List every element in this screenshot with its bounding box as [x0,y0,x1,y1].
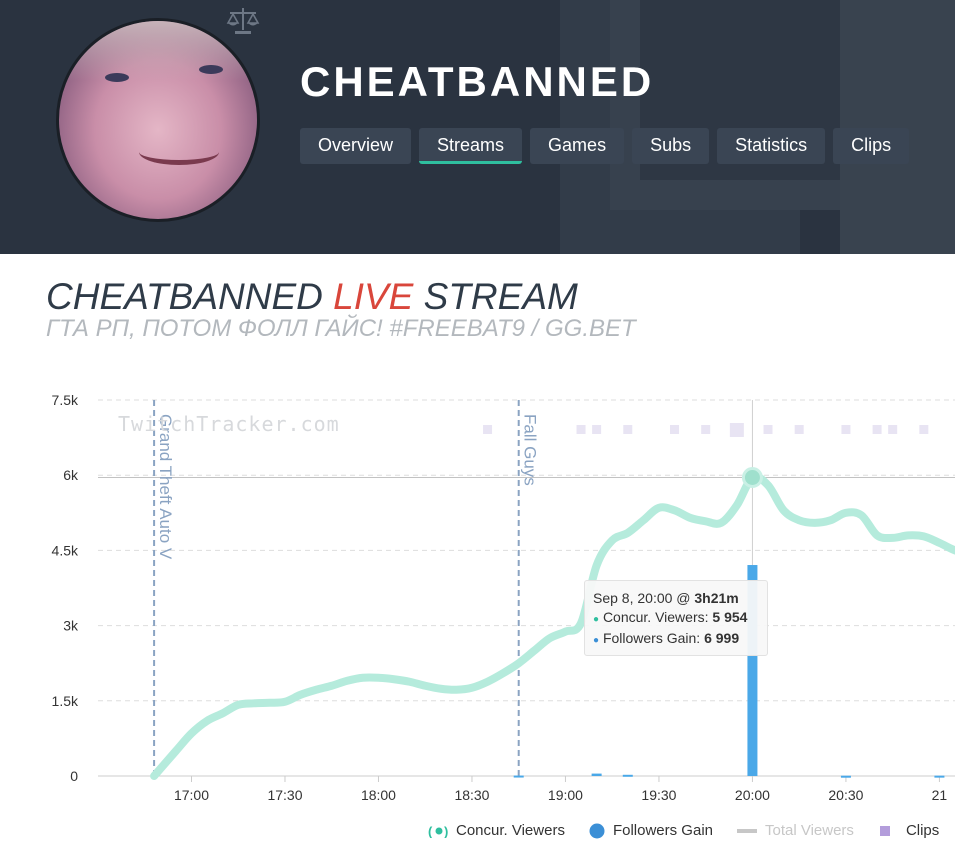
x-tick-label: 19:30 [641,787,676,803]
stream-title-prefix: CHEATBANNED [46,276,334,317]
followers-bar [513,775,524,778]
viewers-dot-icon: ● [593,614,600,625]
watermark: TwitchTracker.com [118,412,340,436]
followers-dot-icon: ● [593,635,600,646]
clip-marker [670,425,680,434]
clip-marker [592,425,602,434]
tooltip-followers-value: 6 999 [704,630,740,646]
stream-subtitle: ГТА РП, ПОТОМ ФОЛЛ ГАЙС! #FREEBAT9 / GG.… [46,315,636,342]
x-tick-label: 17:00 [174,787,209,803]
x-tick-label: 17:30 [267,787,302,803]
clip-marker [483,425,493,434]
legend-item-total-viewers[interactable]: Total Viewers [737,822,854,839]
clip-marker [841,425,851,434]
legend-item-clips[interactable]: Clips [878,822,939,839]
clip-marker [888,425,898,434]
tooltip-viewers-label: Concur. Viewers: [602,609,713,625]
tooltip-duration: 3h21m [694,590,739,606]
followers-bar [747,565,758,776]
legend-label: Followers Gain [612,822,713,839]
x-tick-label: 20:00 [735,787,770,803]
tooltip-viewers-value: 5 954 [712,609,748,625]
stream-title-live: LIVE [333,276,414,317]
viewers-marker-icon: ( ) [428,824,448,838]
clips-square-icon [879,825,890,836]
legend-item-viewers[interactable]: ( ) Concur. Viewers [428,822,565,839]
chart-legend: ( ) Concur. Viewers Followers Gain Total… [428,822,939,839]
followers-bar [840,775,851,778]
avatar[interactable] [56,18,260,222]
clip-marker [701,425,711,434]
x-tick-label: 18:00 [361,787,396,803]
x-tick-label: 20:30 [828,787,863,803]
followers-bar [591,773,602,776]
tab-overview[interactable]: Overview [300,128,412,164]
avatar-eye [199,65,223,74]
clip-marker [794,425,804,434]
y-tick-label: 4.5k [52,542,79,558]
tab-subs[interactable]: Subs [632,128,710,164]
x-tick-label: 18:30 [454,787,489,803]
stream-title: CHEATBANNED LIVE STREAM [46,276,578,318]
legend-item-followers[interactable]: Followers Gain [589,822,713,839]
y-tick-label: 3k [63,618,79,634]
clip-marker [623,425,633,434]
channel-name: CHEATBANNED [300,58,655,105]
y-tick-label: 0 [70,768,78,784]
stream-title-suffix: STREAM [413,276,578,317]
tooltip-followers-label: Followers Gain: [602,630,705,646]
clip-marker [763,425,773,434]
legend-label: Concur. Viewers [456,822,565,839]
channel-header: CHEATBANNED Overview Streams Games Subs Stat… [0,0,955,254]
tooltip-date: Sep 8, 20:00 @ [593,590,695,606]
game-marker-label: Grand Theft Auto V [156,414,175,560]
game-marker-label: Fall Guys [521,414,540,486]
viewers-chart[interactable]: 0 1.5k 3k 4.5k 6k 7.5k 17:00 17:30 18:00 18:30 19:… [0,380,955,820]
tab-streams[interactable]: Streams [419,128,523,164]
avatar-mouth [139,139,219,165]
y-tick-label: 1.5k [52,693,79,709]
followers-dot-icon [589,823,605,838]
avatar-eye [105,73,129,82]
viewers-hover-point [741,467,763,489]
legend-label: Total Viewers [765,822,854,839]
header-background-shape [840,0,955,254]
clip-marker [576,425,586,434]
clip-marker [872,425,882,434]
channel-tabs: Overview Streams Games Subs Statistics Clips [300,128,910,164]
scale-icon[interactable] [226,6,260,36]
svg-text:(: ( [428,824,433,838]
x-tick-label: 21 [932,787,948,803]
followers-bar [622,774,633,777]
x-tick-label: 19:00 [548,787,583,803]
followers-bar [934,775,945,778]
clip-marker [919,425,929,434]
clip-marker [729,423,744,437]
tab-statistics[interactable]: Statistics [717,128,826,164]
svg-text:): ) [444,824,448,838]
avatar-hair [59,21,257,81]
total-line-icon [737,828,757,833]
legend-label: Clips [905,822,940,839]
tab-clips[interactable]: Clips [833,128,910,164]
y-tick-label: 7.5k [52,392,79,408]
tab-games[interactable]: Games [530,128,625,164]
y-tick-label: 6k [63,467,79,483]
viewers-line [150,472,955,780]
chart-tooltip: Sep 8, 20:00 @ 3h21m ● Concur. Viewers: … [584,580,768,656]
